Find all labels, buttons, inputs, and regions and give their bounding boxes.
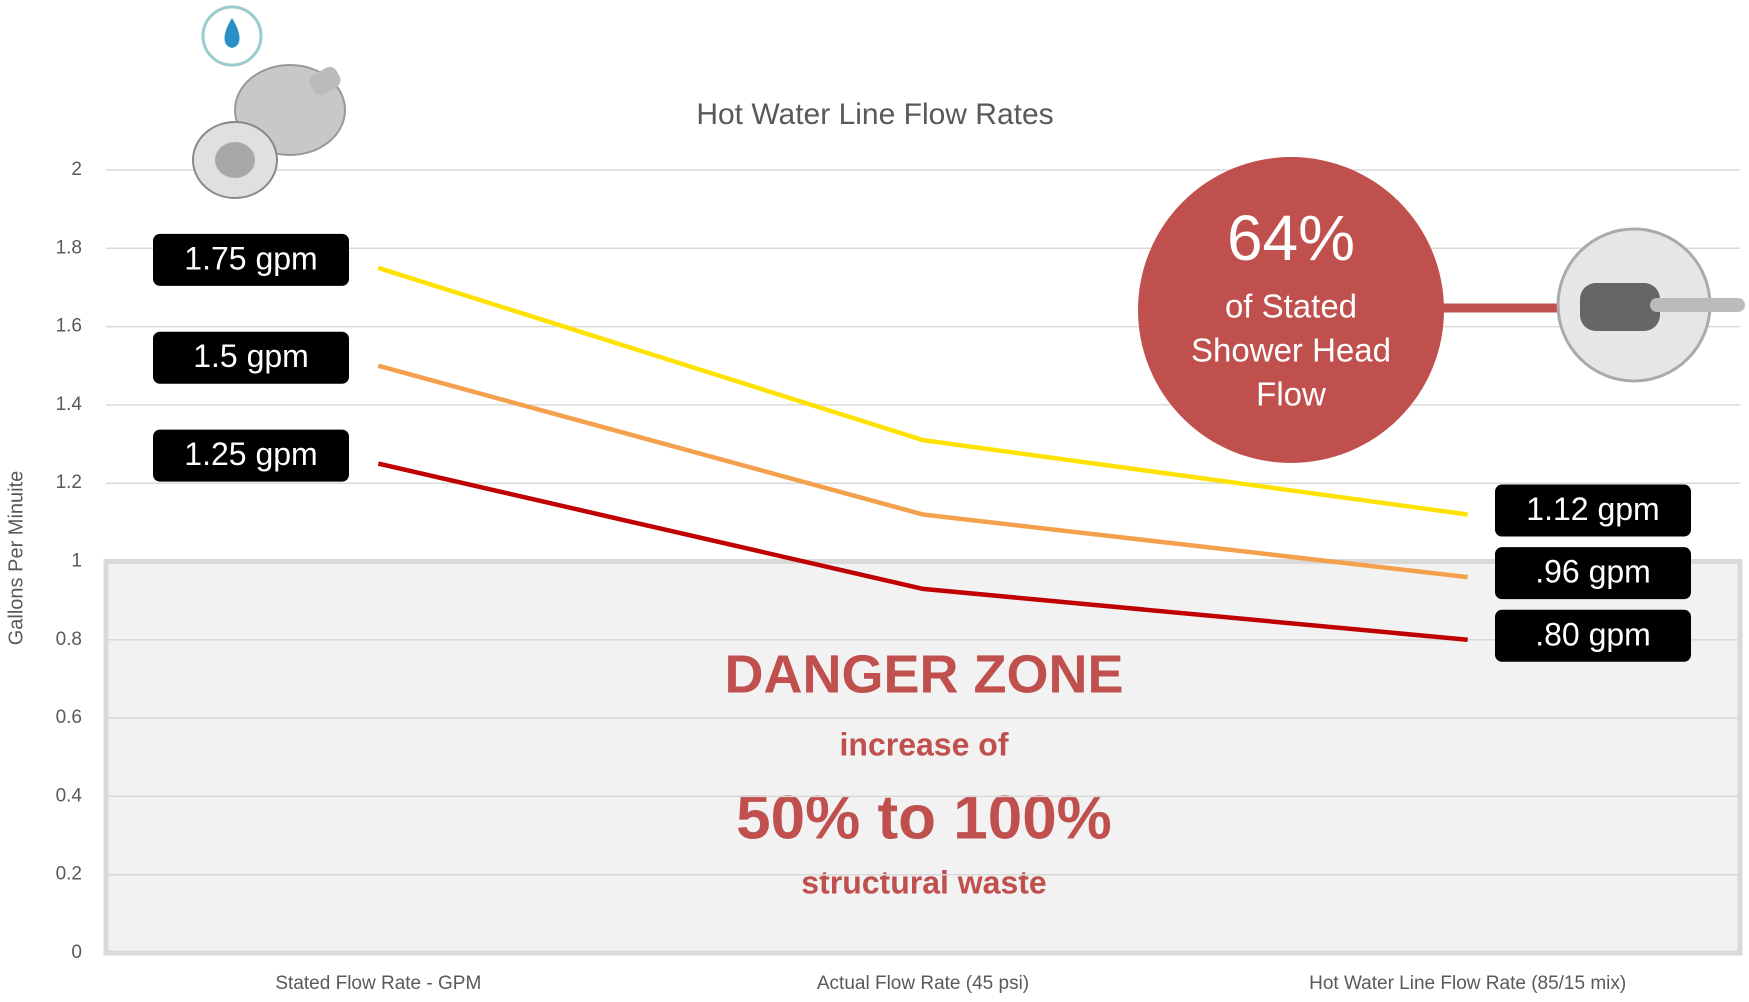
value-label: .80 gpm (1535, 616, 1651, 652)
value-label: 1.75 gpm (184, 240, 317, 276)
danger-zone: DANGER ZONE increase of 50% to 100% structu… (103, 559, 1743, 956)
callout-circle (1138, 157, 1444, 463)
value-label-box (153, 429, 349, 482)
y-tick-label: 0 (71, 942, 82, 963)
y-tick-label: 1.8 (56, 237, 82, 258)
series-line (377, 461, 1468, 643)
grid: 0 0.2 0.4 0.6 0.8 1 1.2 1.4 1.6 1.8 2 Stated Flow R… (56, 159, 1740, 994)
series-line (377, 363, 1468, 580)
y-tick-label: 1 (71, 551, 82, 572)
danger-zone-title: DANGER ZONE (724, 644, 1123, 704)
y-tick-label: 0.6 (56, 707, 82, 728)
value-label-box (1495, 547, 1691, 600)
callout-line: of Stated (1225, 288, 1357, 325)
danger-zone-big: 50% to 100% (736, 783, 1112, 852)
danger-zone-line: structural waste (801, 864, 1046, 900)
value-label: 1.25 gpm (184, 436, 317, 472)
y-tick-label: 0.4 (56, 785, 83, 806)
y-tick-label: 2 (71, 159, 82, 180)
x-tick-label: Actual Flow Rate (45 psi) (817, 973, 1029, 994)
shower-head-icon (192, 5, 346, 199)
chart-title: Hot Water Line Flow Rates (696, 98, 1053, 131)
value-label: 1.12 gpm (1526, 491, 1659, 527)
y-tick-label: 1.2 (56, 472, 82, 493)
value-label-box (153, 233, 349, 286)
danger-zone-line: increase of (840, 726, 1009, 762)
value-label: 1.5 gpm (193, 338, 309, 374)
value-label-box (1495, 609, 1691, 662)
plot: 1.75 gpm 1.12 gpm 1.5 gpm .96 gpm 1.25 gpm .8… (153, 233, 1691, 662)
callout: 64% of Stated Shower Head Flow (1138, 157, 1444, 463)
y-tick-label: 0.8 (56, 629, 82, 650)
callout-line: Flow (1256, 376, 1326, 413)
y-tick-label: 0.2 (56, 864, 82, 885)
value-label: .96 gpm (1535, 554, 1651, 590)
series-line (377, 265, 1468, 517)
callout-line: Shower Head (1191, 332, 1391, 369)
y-axis-label: Gallons Per Minuite (5, 471, 27, 646)
x-tick-label: Stated Flow Rate - GPM (275, 973, 481, 994)
value-label-box (153, 331, 349, 384)
x-tick-label: Hot Water Line Flow Rate (85/15 mix) (1309, 973, 1626, 994)
callout-percent: 64% (1227, 202, 1355, 274)
danger-zone-box (103, 559, 1743, 956)
valve-icon (1440, 227, 1745, 383)
y-tick-label: 1.6 (56, 316, 82, 337)
value-label-box (1495, 484, 1691, 537)
y-tick-label: 1.4 (56, 394, 83, 415)
